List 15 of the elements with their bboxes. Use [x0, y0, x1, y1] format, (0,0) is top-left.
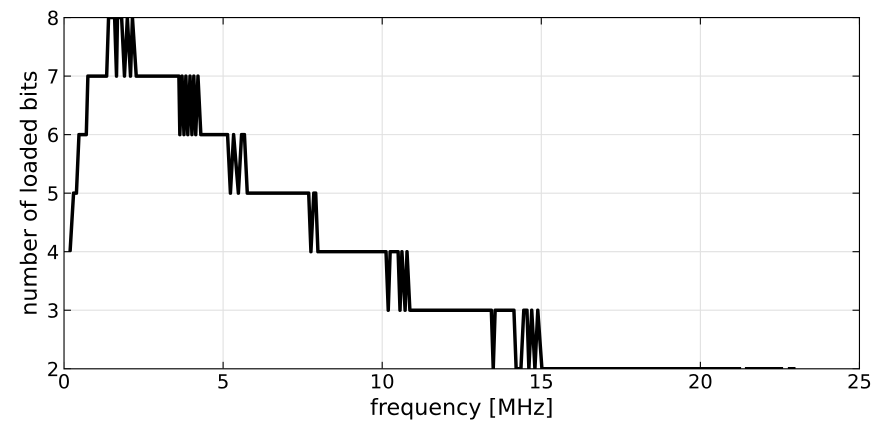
x-tick-label: 25 [848, 374, 870, 389]
x-tick-label: 5 [218, 374, 228, 389]
x-tick-label: 10 [372, 374, 394, 389]
x-axis-title: frequency [MHz] [370, 398, 552, 420]
y-tick-label: 3 [48, 303, 58, 318]
y-tick-label: 8 [48, 10, 58, 26]
x-tick-label: 20 [689, 374, 712, 389]
y-tick-label: 6 [48, 128, 58, 142]
x-tick-label: 15 [531, 374, 552, 389]
y-tick-label: 2 [48, 362, 58, 376]
y-tick-label: 7 [48, 69, 58, 84]
x-tick-label: 0 [59, 374, 69, 389]
y-axis-title: number of loaded bits [20, 72, 37, 314]
y-tick-label: 4 [48, 244, 58, 260]
y-tick-label: 5 [48, 186, 58, 201]
